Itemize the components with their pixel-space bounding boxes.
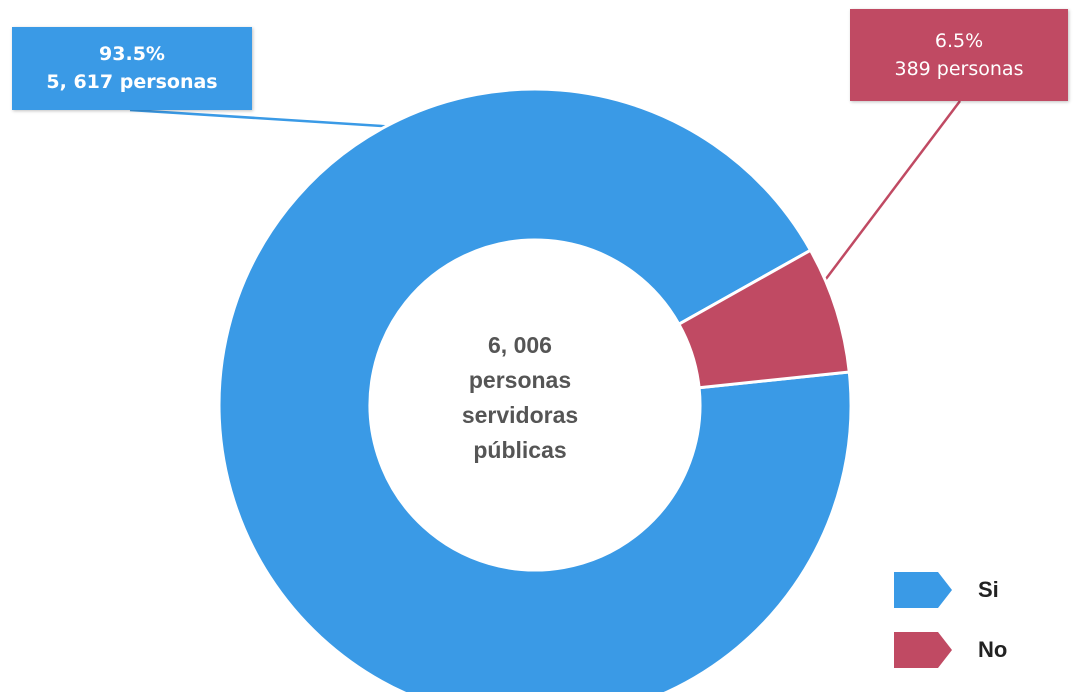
center-total-value: 6, 006 — [488, 332, 552, 358]
center-line-3: servidoras — [461, 402, 579, 428]
slice-si — [217, 87, 853, 692]
si-percent-label: 93.5% — [99, 43, 165, 65]
center-line-4: públicas — [473, 437, 567, 463]
center-line-2: personas — [468, 367, 572, 393]
slice-no — [676, 248, 851, 390]
legend-swatch-no — [894, 632, 952, 668]
si-count-label: 5, 617 personas — [46, 71, 218, 93]
center-total-label: 6, 006 personas servidoras públicas — [430, 328, 610, 468]
no-percent-label: 6.5% — [934, 30, 984, 52]
no-count-label: 389 personas — [894, 58, 1024, 80]
legend-label-si: Si — [978, 577, 999, 602]
legend-label-no: No — [978, 637, 1008, 662]
legend-swatch-si — [894, 572, 952, 608]
si-data-label: 93.5% 5, 617 personas — [12, 27, 252, 110]
no-data-label: 6.5% 389 personas — [850, 9, 1068, 101]
